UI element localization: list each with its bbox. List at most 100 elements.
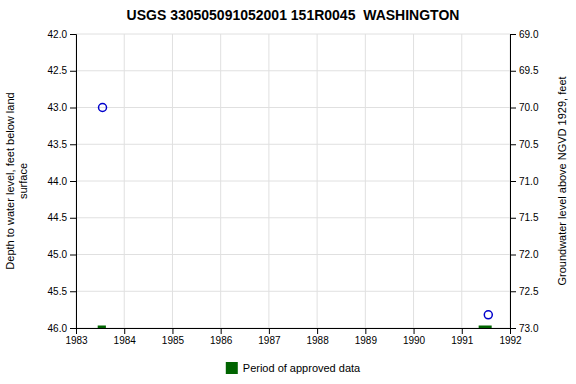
- tick-label: 1988: [306, 335, 329, 346]
- tick-label: 44.5: [48, 212, 68, 223]
- tick-label: 1983: [65, 335, 88, 346]
- grid-line-y: [76, 217, 510, 218]
- tick-label: 73.0: [519, 323, 539, 334]
- tick: 45.0: [48, 249, 76, 260]
- tick: 71.5: [510, 212, 539, 223]
- tick-mark: [462, 328, 463, 334]
- tick: 45.5: [48, 286, 76, 297]
- tick-label: 70.0: [519, 102, 539, 113]
- tick-mark: [269, 328, 270, 334]
- y2-axis-title: Groundwater level above NGVD 1929, feet: [556, 76, 568, 285]
- tick-label: 46.0: [48, 323, 68, 334]
- tick-label: 70.5: [519, 139, 539, 150]
- tick-label: 71.5: [519, 212, 539, 223]
- tick: 72.0: [510, 249, 539, 260]
- y2-axis: 69.0 69.5 70.0 70.5 71.0 71.5 72.0 72.5 73.0: [510, 29, 539, 334]
- tick-label: 1990: [403, 335, 426, 346]
- grid-line-y: [76, 254, 510, 255]
- axis-line: [511, 35, 517, 329]
- tick: 1990: [403, 328, 426, 346]
- line-segment: [98, 326, 492, 329]
- tick-mark: [510, 218, 516, 219]
- tick-mark: [365, 328, 366, 334]
- tick-label: 1992: [499, 335, 522, 346]
- tick-mark: [510, 328, 516, 329]
- y-axis: 42.0 42.5 43.0 43.5 44.0 44.5 45.0 45.5 46.0: [48, 29, 77, 334]
- grid-line-y: [76, 107, 510, 108]
- tick: 70.5: [510, 139, 539, 150]
- tick-label: 44.0: [48, 176, 68, 187]
- tick-mark: [510, 34, 516, 35]
- tick-mark: [70, 291, 76, 292]
- tick: 1984: [114, 328, 137, 346]
- tick-mark: [70, 255, 76, 256]
- tick-mark: [317, 328, 318, 334]
- tick: 1987: [258, 328, 281, 346]
- x-axis: 1983 1984 1985 1986 1987 1988 1989 1990 1991 1992: [65, 328, 522, 346]
- tick-mark: [510, 144, 516, 145]
- y-axis-title-line: surface: [17, 163, 29, 199]
- tick-mark: [70, 108, 76, 109]
- tick: 69.0: [510, 29, 539, 40]
- plot-area: [98, 104, 493, 329]
- tick-label: 45.0: [48, 249, 68, 260]
- tick: 44.0: [48, 176, 76, 187]
- tick-label: 69.0: [519, 29, 539, 40]
- grid-line-y: [76, 70, 510, 71]
- tick: 1986: [210, 328, 233, 346]
- y-axis-title: Depth to water level, feet below landsur…: [4, 92, 29, 269]
- tick-mark: [70, 144, 76, 145]
- grid: [76, 34, 510, 328]
- tick: 1985: [162, 328, 185, 346]
- tick: 69.5: [510, 65, 539, 76]
- tick-label: 45.5: [48, 286, 68, 297]
- tick-label: 1987: [258, 335, 281, 346]
- grid-line-y: [76, 34, 510, 35]
- point: [99, 104, 107, 112]
- tick-label: 43.0: [48, 102, 68, 113]
- tick-mark: [172, 328, 173, 334]
- tick-label: 72.0: [519, 249, 539, 260]
- tick-label: 42.0: [48, 29, 68, 40]
- tick-label: 1991: [451, 335, 474, 346]
- tick: 71.0: [510, 176, 539, 187]
- axis-line: [70, 35, 77, 329]
- legend-item: Period of approved data: [226, 362, 361, 374]
- tick: 42.0: [48, 29, 76, 40]
- tick-mark: [510, 71, 516, 72]
- tick-mark: [70, 71, 76, 72]
- grid-line-y: [76, 291, 510, 292]
- tick: 1988: [306, 328, 329, 346]
- grid-line-y: [76, 144, 510, 145]
- tick: 73.0: [510, 323, 539, 334]
- chart-container: 1983 1984 1985 1986 1987 1988 1989 1990 1991 1992…: [0, 0, 576, 384]
- tick-label: 71.0: [519, 176, 539, 187]
- tick-label: 72.5: [519, 286, 539, 297]
- tick: 46.0: [48, 323, 76, 334]
- legend-swatch: [226, 362, 238, 374]
- tick-label: 1989: [355, 335, 378, 346]
- legend: Period of approved data: [226, 362, 361, 374]
- tick: 1989: [355, 328, 378, 346]
- tick: 1983: [65, 328, 88, 346]
- tick: 70.0: [510, 102, 539, 113]
- tick: 43.5: [48, 139, 76, 150]
- chart: 1983 1984 1985 1986 1987 1988 1989 1990 1991 1992…: [0, 0, 576, 384]
- tick-label: 1984: [114, 335, 137, 346]
- tick-label: 69.5: [519, 65, 539, 76]
- tick: 43.0: [48, 102, 76, 113]
- tick-label: 1985: [162, 335, 185, 346]
- tick-mark: [70, 181, 76, 182]
- tick-mark: [70, 218, 76, 219]
- tick: 44.5: [48, 212, 76, 223]
- tick: 42.5: [48, 65, 76, 76]
- tick-label: 43.5: [48, 139, 68, 150]
- tick-mark: [124, 328, 125, 334]
- legend-label: Period of approved data: [243, 362, 361, 374]
- tick-mark: [510, 108, 516, 109]
- tick: 72.5: [510, 286, 539, 297]
- tick-label: 42.5: [48, 65, 68, 76]
- tick-mark: [414, 328, 415, 334]
- y-axis-title-line: Depth to water level, feet below land: [4, 92, 16, 269]
- title: USGS 330505091052001 151R0045 WASHINGTON: [127, 7, 460, 23]
